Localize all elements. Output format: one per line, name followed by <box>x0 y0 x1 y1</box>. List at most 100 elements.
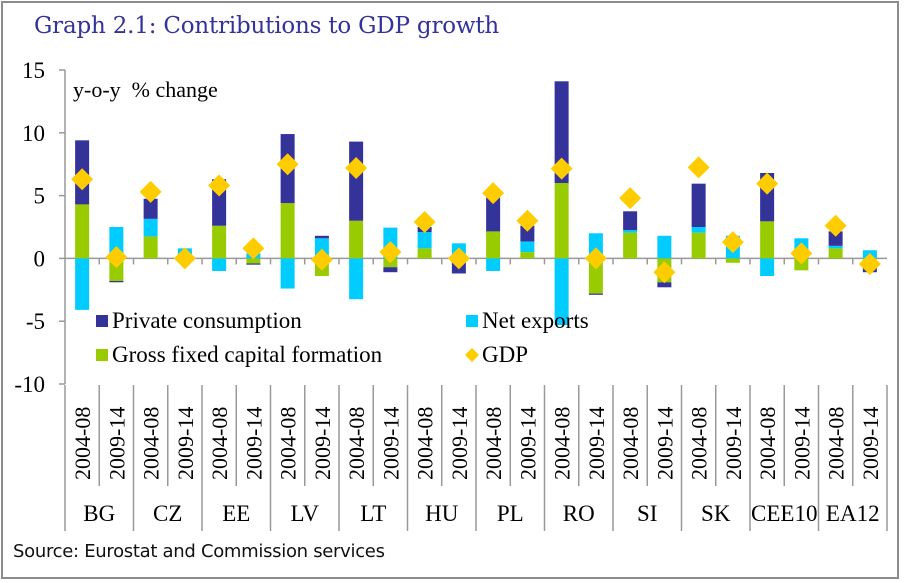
gdp-marker <box>345 156 368 179</box>
bar-private-consumption <box>554 81 569 184</box>
group-label: RO <box>563 501 595 526</box>
bar-private-consumption <box>109 281 124 283</box>
x-tick-label: 2009-14 <box>789 407 814 480</box>
gdp-marker <box>687 156 710 179</box>
gdp-marker <box>584 247 607 270</box>
y-tick-label: -5 <box>26 309 45 334</box>
x-tick-label: 2009-14 <box>515 407 540 480</box>
gdp-marker <box>276 153 299 176</box>
bar-gross-fixed-capital-formation <box>212 225 227 259</box>
bar-net-exports <box>520 241 535 253</box>
group-label: CEE10 <box>751 501 817 526</box>
bar-net-exports <box>554 258 569 325</box>
bar-gross-fixed-capital-formation <box>75 204 90 259</box>
x-tick-label: 2004-08 <box>824 407 849 480</box>
bar-gross-fixed-capital-formation <box>588 258 603 294</box>
gdp-marker <box>653 261 676 284</box>
x-tick-label: 2009-14 <box>652 407 677 480</box>
group-label: SK <box>701 501 731 526</box>
group-label: EE <box>222 501 250 526</box>
x-tick-label: 2004-08 <box>276 407 301 480</box>
gdp-marker <box>173 247 196 270</box>
bar-net-exports <box>486 258 501 271</box>
x-axis-labels: 2004-08 2009-14 2004-08 2009-14 2004-08 2009-… <box>64 385 888 531</box>
gdp-marker <box>105 246 128 269</box>
bar-gross-fixed-capital-formation <box>280 203 295 259</box>
bar-gross-fixed-capital-formation <box>349 220 364 259</box>
x-tick-label: 2004-08 <box>413 407 438 480</box>
gdp-marker <box>790 242 813 265</box>
legend-swatch-icon <box>466 315 478 327</box>
group-label: HU <box>425 501 459 526</box>
bar-private-consumption <box>143 198 158 219</box>
gdp-marker <box>824 214 847 237</box>
legend-diamond-icon <box>465 348 479 362</box>
x-tick-label: 2009-14 <box>447 407 472 480</box>
marker-layer <box>71 153 881 284</box>
legend-label: Gross fixed capital formation <box>112 342 383 367</box>
bar-private-consumption <box>588 293 603 295</box>
axis-layer: 15 10 5 0 -5 -10 <box>14 58 887 397</box>
bar-private-consumption <box>383 267 398 273</box>
bar-private-consumption <box>828 231 843 246</box>
gdp-marker <box>71 168 94 191</box>
bar-private-consumption <box>246 263 261 265</box>
bar-net-exports <box>760 258 775 276</box>
x-tick-label: 2004-08 <box>755 407 780 480</box>
legend-label: Net exports <box>482 308 589 333</box>
legend-swatch-icon <box>96 315 108 327</box>
bar-private-consumption <box>486 197 501 232</box>
gdp-marker <box>242 237 265 260</box>
gdp-marker <box>447 247 470 270</box>
bar-net-exports <box>212 258 227 271</box>
bar-private-consumption <box>349 141 364 221</box>
gdp-marker <box>516 209 539 232</box>
gdp-marker <box>139 180 162 203</box>
y-tick-label: 0 <box>34 246 46 271</box>
gdp-marker <box>550 157 573 180</box>
bar-private-consumption <box>657 282 672 288</box>
x-tick-label: 2004-08 <box>550 407 575 480</box>
x-tick-label: 2004-08 <box>344 407 369 480</box>
bar-net-exports <box>417 232 432 249</box>
bar-net-exports <box>691 227 706 233</box>
x-tick-label: 2009-14 <box>378 407 403 480</box>
bar-gross-fixed-capital-formation <box>691 232 706 259</box>
source-note: Source: Eurostat and Commission services <box>13 541 385 562</box>
group-label: SI <box>637 501 657 526</box>
bar-layer <box>75 81 877 325</box>
y-tick-label: 10 <box>22 121 45 146</box>
legend-label: Private consumption <box>112 308 302 333</box>
group-label: LV <box>290 501 319 526</box>
bar-private-consumption <box>314 235 329 239</box>
group-label: CZ <box>153 501 182 526</box>
gdp-marker <box>379 241 402 264</box>
gdp-marker <box>482 182 505 205</box>
gdp-marker <box>858 253 881 276</box>
bar-gross-fixed-capital-formation <box>520 252 535 259</box>
legend-swatch-icon <box>96 349 108 361</box>
bar-private-consumption <box>520 225 535 242</box>
bar-net-exports <box>623 230 638 233</box>
x-tick-label: 2004-08 <box>139 407 164 480</box>
group-label: EA12 <box>826 501 880 526</box>
gdp-marker <box>619 187 642 210</box>
gdp-marker <box>413 210 436 233</box>
y-tick-label: 15 <box>22 58 45 83</box>
x-tick-label: 2004-08 <box>207 407 232 480</box>
bar-gross-fixed-capital-formation <box>143 236 158 259</box>
bar-gross-fixed-capital-formation <box>760 221 775 259</box>
bar-net-exports <box>280 258 295 289</box>
x-tick-label: 2009-14 <box>241 407 266 480</box>
bar-net-exports <box>657 235 672 259</box>
y-axis-label: y-o-y % change <box>73 77 218 102</box>
bar-private-consumption <box>623 211 638 231</box>
bar-net-exports <box>75 258 90 310</box>
bar-gross-fixed-capital-formation <box>417 248 432 259</box>
gdp-marker <box>208 174 231 197</box>
bar-net-exports <box>349 258 364 300</box>
bar-gross-fixed-capital-formation <box>486 231 501 259</box>
gdp-marker <box>721 231 744 254</box>
